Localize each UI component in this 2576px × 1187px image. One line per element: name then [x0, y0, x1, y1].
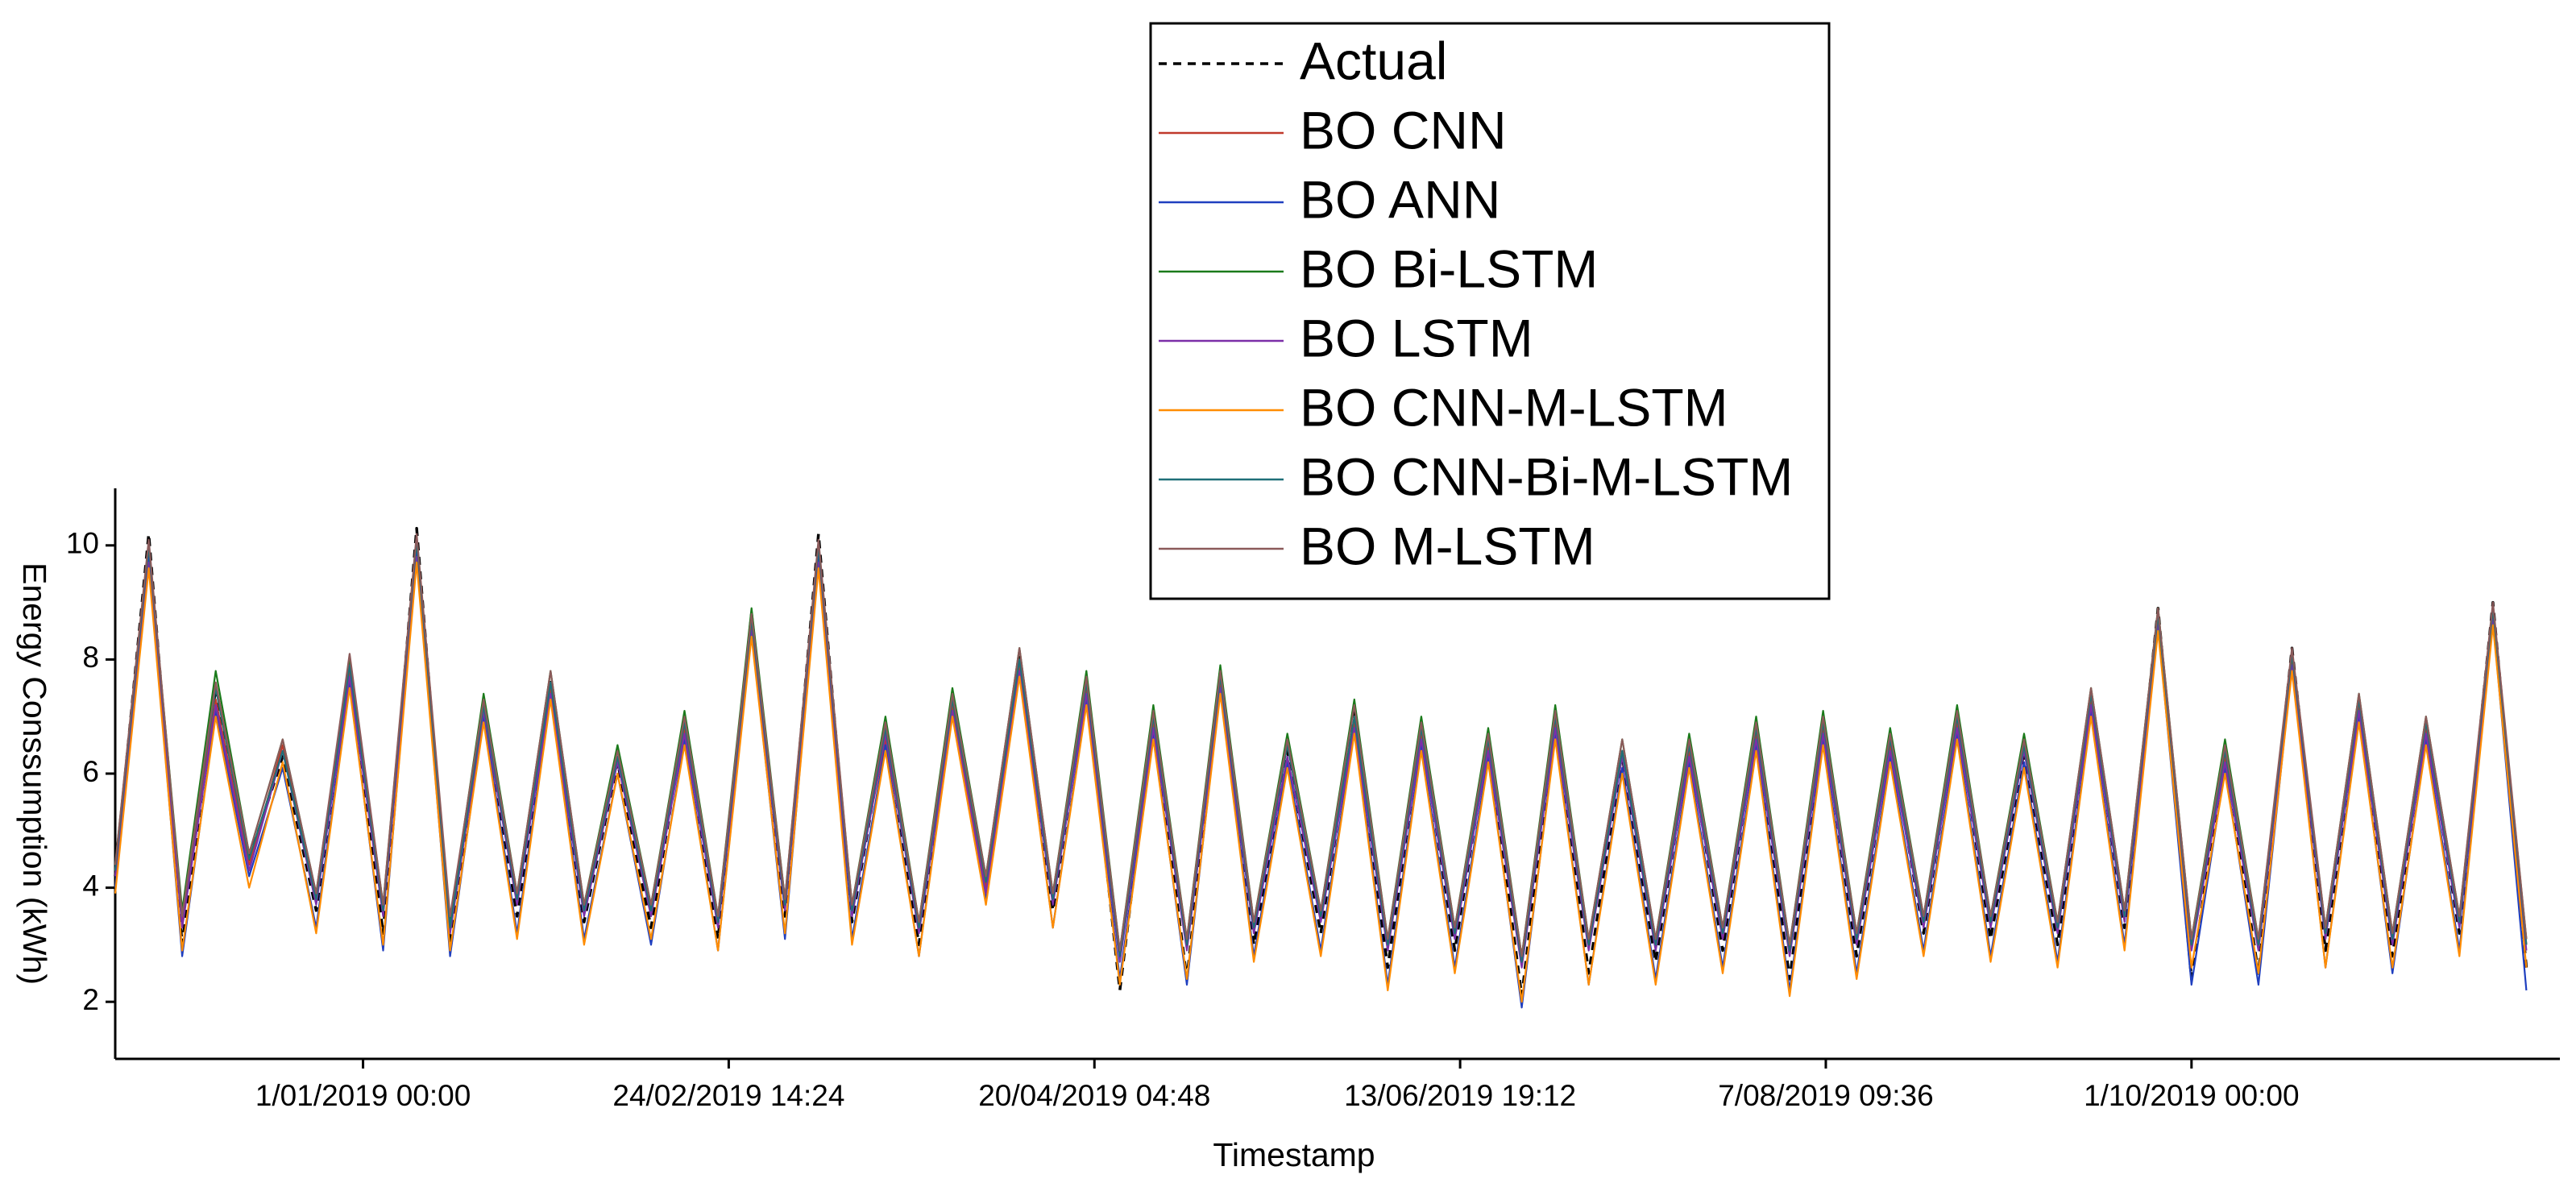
x-tick-label: 7/08/2019 09:36	[1718, 1079, 1933, 1112]
legend-box	[1149, 22, 1831, 600]
legend-label: BO CNN-M-LSTM	[1300, 377, 1728, 437]
x-tick-label: 1/01/2019 00:00	[255, 1079, 471, 1112]
series-line	[114, 555, 2528, 969]
series-line	[114, 538, 2528, 963]
x-tick-label: 20/04/2019 04:48	[978, 1079, 1210, 1112]
legend-label: BO LSTM	[1300, 308, 1533, 367]
series-line	[114, 533, 2528, 957]
legend-label: BO Bi-LSTM	[1300, 239, 1598, 298]
x-tick-label: 1/10/2019 00:00	[2084, 1079, 2299, 1112]
legend: Actual BO CNN BO ANN BO Bi-LSTM BO LSTM BO CN…	[1149, 22, 1831, 600]
y-tick-label: 8	[82, 641, 99, 674]
series-line	[114, 561, 2528, 1003]
x-tick-label: 24/02/2019 14:24	[612, 1079, 844, 1112]
x-tick-label: 13/06/2019 19:12	[1344, 1079, 1576, 1112]
series-line	[114, 526, 2528, 998]
legend-label: BO ANN	[1300, 169, 1500, 229]
x-axis-title: Timestamp	[1213, 1136, 1375, 1173]
y-tick-label: 6	[82, 755, 99, 788]
legend-label: BO M-LSTM	[1300, 516, 1595, 575]
series-line	[114, 550, 2528, 1009]
y-tick-label: 10	[66, 527, 99, 560]
y-tick-label: 2	[82, 983, 99, 1016]
legend-label: Actual	[1300, 31, 1447, 90]
legend-label: BO CNN-Bi-M-LSTM	[1300, 446, 1793, 506]
y-tick-label: 4	[82, 869, 99, 902]
y-axis-title: Energy Conssumption (kWh)	[16, 562, 53, 985]
legend-label: BO CNN	[1300, 100, 1507, 160]
